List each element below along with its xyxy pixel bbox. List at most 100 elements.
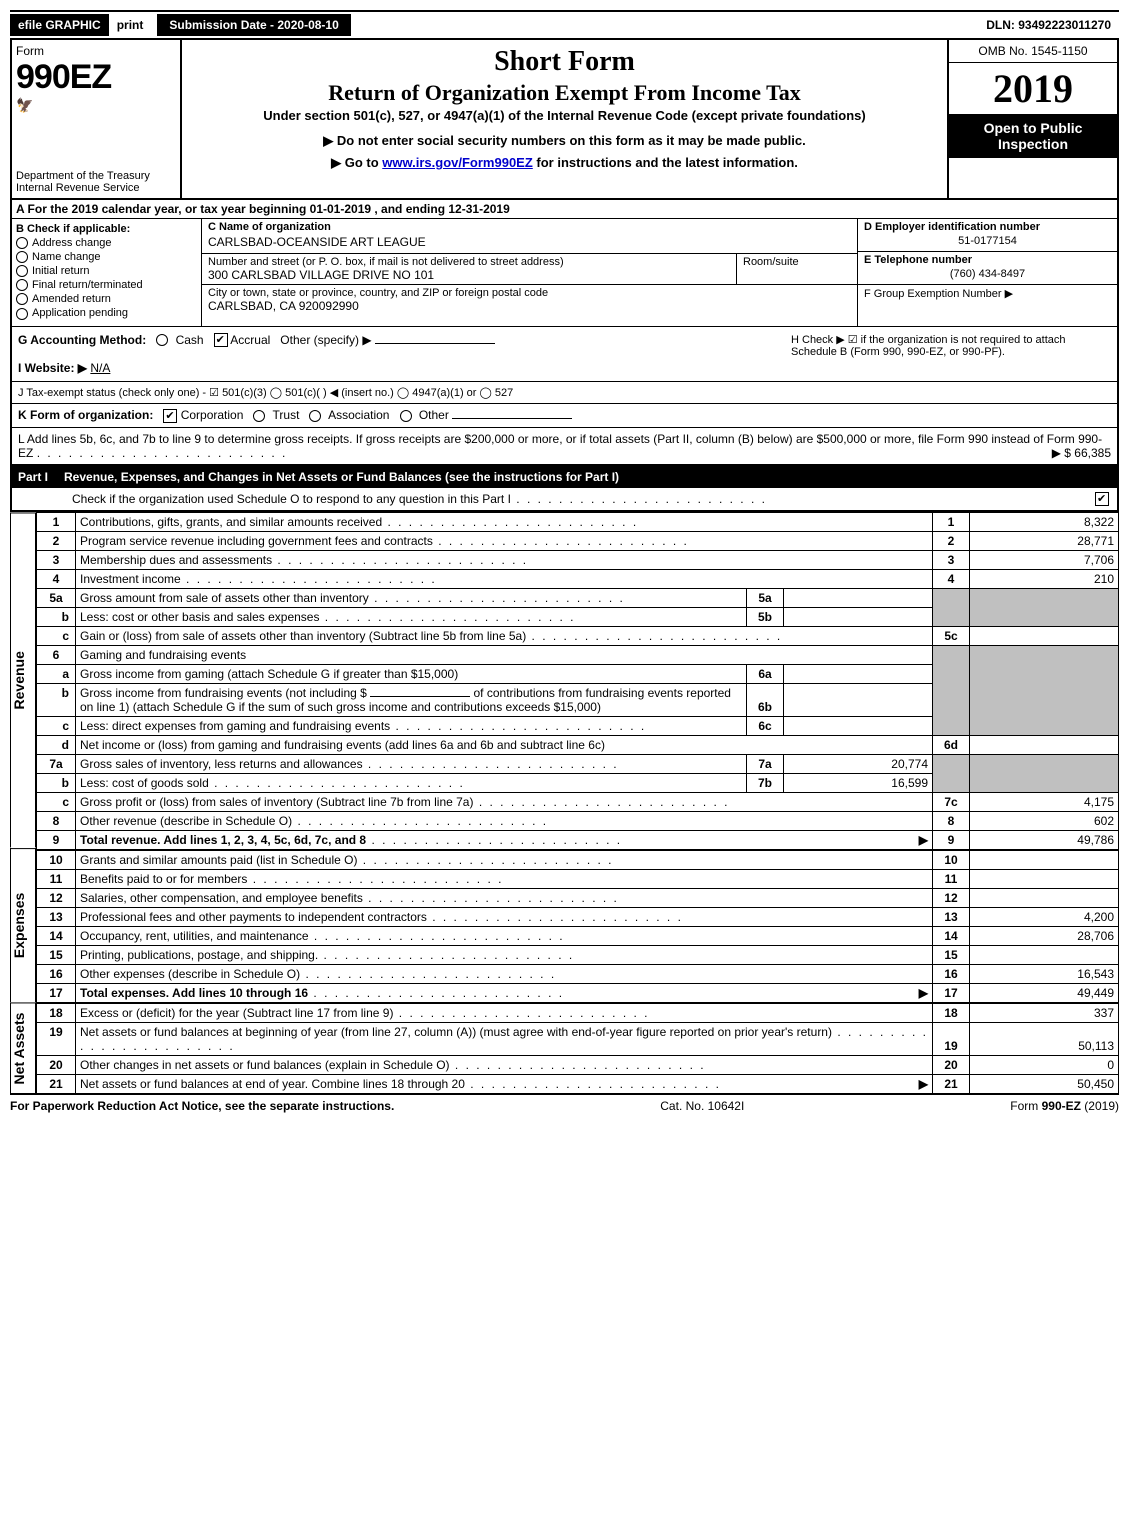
row-l-gross-receipts: L Add lines 5b, 6c, and 7b to line 9 to … <box>12 427 1117 464</box>
k-assoc-radio[interactable] <box>309 410 321 422</box>
k-other-radio[interactable] <box>400 410 412 422</box>
table-row: 14 Occupancy, rent, utilities, and maint… <box>37 927 1119 946</box>
form-word: Form <box>16 44 44 58</box>
table-row: 13 Professional fees and other payments … <box>37 908 1119 927</box>
table-row: 5a Gross amount from sale of assets othe… <box>37 589 1119 608</box>
k-corp-check[interactable] <box>163 409 177 423</box>
part-number: Part I <box>18 470 48 484</box>
k-trust-radio[interactable] <box>253 410 265 422</box>
table-row: 8 Other revenue (describe in Schedule O)… <box>37 812 1119 831</box>
table-row: 7a Gross sales of inventory, less return… <box>37 755 1119 774</box>
table-row: c Gain or (loss) from sale of assets oth… <box>37 627 1119 646</box>
table-row: 15 Printing, publications, postage, and … <box>37 946 1119 965</box>
i-website-label: I Website: ▶ <box>18 361 87 375</box>
table-row: 21 Net assets or fund balances at end of… <box>37 1075 1119 1094</box>
box-b-label: B Check if applicable: <box>16 223 130 235</box>
table-row: d Net income or (loss) from gaming and f… <box>37 736 1119 755</box>
e-phone-label: E Telephone number <box>864 254 972 266</box>
k-label: K Form of organization: <box>18 408 153 422</box>
table-row: 11 Benefits paid to or for members 11 <box>37 870 1119 889</box>
table-sidebar: Revenue Expenses Net Assets <box>10 512 36 1094</box>
check-amended[interactable]: Amended return <box>16 293 197 305</box>
table-row: c Gross profit or (loss) from sales of i… <box>37 793 1119 812</box>
i-website-value: N/A <box>90 361 110 375</box>
row-j-tax-exempt: J Tax-exempt status (check only one) - ☑… <box>12 381 1117 403</box>
check-address-change[interactable]: Address change <box>16 237 197 249</box>
table-row: 2 Program service revenue including gove… <box>37 532 1119 551</box>
omb-number: OMB No. 1545-1150 <box>949 40 1117 63</box>
c-addr-value: 300 CARLSBAD VILLAGE DRIVE NO 101 <box>208 268 730 282</box>
sidebar-revenue: Revenue <box>10 512 36 847</box>
top-left: efile GRAPHIC print Submission Date - 20… <box>10 12 353 38</box>
efile-badge: efile GRAPHIC <box>10 14 109 36</box>
print-link[interactable]: print <box>109 14 152 36</box>
table-row: 16 Other expenses (describe in Schedule … <box>37 965 1119 984</box>
l-amount: ▶ $ 66,385 <box>1052 446 1111 460</box>
check-initial-return[interactable]: Initial return <box>16 265 197 277</box>
table-row: 10 Grants and similar amounts paid (list… <box>37 850 1119 870</box>
form-number: 990EZ <box>16 58 111 96</box>
box-c-org-info: C Name of organization CARLSBAD-OCEANSID… <box>202 219 857 326</box>
form-subtitle: Return of Organization Exempt From Incom… <box>188 80 941 106</box>
table-row: 3 Membership dues and assessments 3 7,70… <box>37 551 1119 570</box>
table-row: 1 Contributions, gifts, grants, and simi… <box>37 513 1119 532</box>
part-1-header: Part I Revenue, Expenses, and Changes in… <box>10 466 1119 488</box>
check-name-change[interactable]: Name change <box>16 251 197 263</box>
footer-paperwork: For Paperwork Reduction Act Notice, see … <box>10 1099 394 1113</box>
k-other-input[interactable] <box>452 418 572 419</box>
table-row: 19 Net assets or fund balances at beginn… <box>37 1023 1119 1056</box>
table-row: 17 Total expenses. Add lines 10 through … <box>37 984 1119 1004</box>
part1-table-wrap: Revenue Expenses Net Assets 1 Contributi… <box>10 512 1119 1094</box>
6b-amount-input[interactable] <box>370 696 470 697</box>
footer-form-ref: Form 990-EZ (2019) <box>1010 1099 1119 1113</box>
box-def: D Employer identification number 51-0177… <box>857 219 1117 326</box>
d-ein-value: 51-0177154 <box>864 233 1111 249</box>
table-row: 18 Excess or (deficit) for the year (Sub… <box>37 1003 1119 1023</box>
check-final-return[interactable]: Final return/terminated <box>16 279 197 291</box>
table-row: 12 Salaries, other compensation, and emp… <box>37 889 1119 908</box>
tax-year: 2019 <box>949 63 1117 114</box>
row-h-schedule-b: H Check ▶ ☑ if the organization is not r… <box>791 333 1111 376</box>
g-cash-radio[interactable] <box>156 334 168 346</box>
sidebar-net-assets: Net Assets <box>10 1002 36 1094</box>
table-row: 20 Other changes in net assets or fund b… <box>37 1056 1119 1075</box>
form-title: Short Form <box>188 46 941 78</box>
c-city-label: City or town, state or province, country… <box>208 287 851 299</box>
open-public-badge: Open to Public Inspection <box>949 114 1117 158</box>
footer-catalog: Cat. No. 10642I <box>660 1099 744 1113</box>
c-addr-label: Number and street (or P. O. box, if mail… <box>208 256 730 268</box>
sidebar-expenses: Expenses <box>10 848 36 1002</box>
g-label: G Accounting Method: <box>18 333 146 347</box>
dln-number: DLN: 93492223011270 <box>978 14 1119 36</box>
c-city-value: CARLSBAD, CA 920092990 <box>208 299 851 313</box>
g-accrual-check[interactable] <box>214 333 228 347</box>
e-phone-value: (760) 434-8497 <box>864 266 1111 282</box>
part1-table: 1 Contributions, gifts, grants, and simi… <box>36 512 1119 1094</box>
table-row: 4 Investment income 4 210 <box>37 570 1119 589</box>
treasury-dept: Department of the Treasury Internal Reve… <box>16 170 176 194</box>
header-left: Form 990EZ 🦅 Department of the Treasury … <box>12 40 182 198</box>
part-title: Revenue, Expenses, and Changes in Net As… <box>64 470 1111 484</box>
page-footer: For Paperwork Reduction Act Notice, see … <box>10 1093 1119 1117</box>
header-center: Short Form Return of Organization Exempt… <box>182 40 947 198</box>
part1-checkbox[interactable] <box>1095 492 1109 506</box>
goto-post: for instructions and the latest informat… <box>533 155 798 170</box>
d-ein-label: D Employer identification number <box>864 221 1040 233</box>
c-name-label: C Name of organization <box>208 221 851 233</box>
row-k-org-form: K Form of organization: Corporation Trus… <box>12 403 1117 427</box>
go-to-line: ▶ Go to www.irs.gov/Form990EZ for instru… <box>188 155 941 171</box>
irs-link[interactable]: www.irs.gov/Form990EZ <box>382 155 533 170</box>
c-room-label: Room/suite <box>737 254 857 284</box>
c-name-value: CARLSBAD-OCEANSIDE ART LEAGUE <box>208 233 851 251</box>
dept-label: Department of the Treasury <box>16 170 150 182</box>
part1-check-text: Check if the organization used Schedule … <box>72 492 767 506</box>
table-row: 9 Total revenue. Add lines 1, 2, 3, 4, 5… <box>37 831 1119 851</box>
g-other-input[interactable] <box>375 343 495 344</box>
check-application-pending[interactable]: Application pending <box>16 307 197 319</box>
irs-label: Internal Revenue Service <box>16 182 140 194</box>
row-a-tax-year: A For the 2019 calendar year, or tax yea… <box>12 200 1117 218</box>
box-b-checkboxes: B Check if applicable: Address change Na… <box>12 219 202 326</box>
goto-pre: ▶ Go to <box>331 155 382 170</box>
part1-check-row: Check if the organization used Schedule … <box>10 488 1119 512</box>
f-group-label: F Group Exemption Number ▶ <box>864 288 1013 300</box>
